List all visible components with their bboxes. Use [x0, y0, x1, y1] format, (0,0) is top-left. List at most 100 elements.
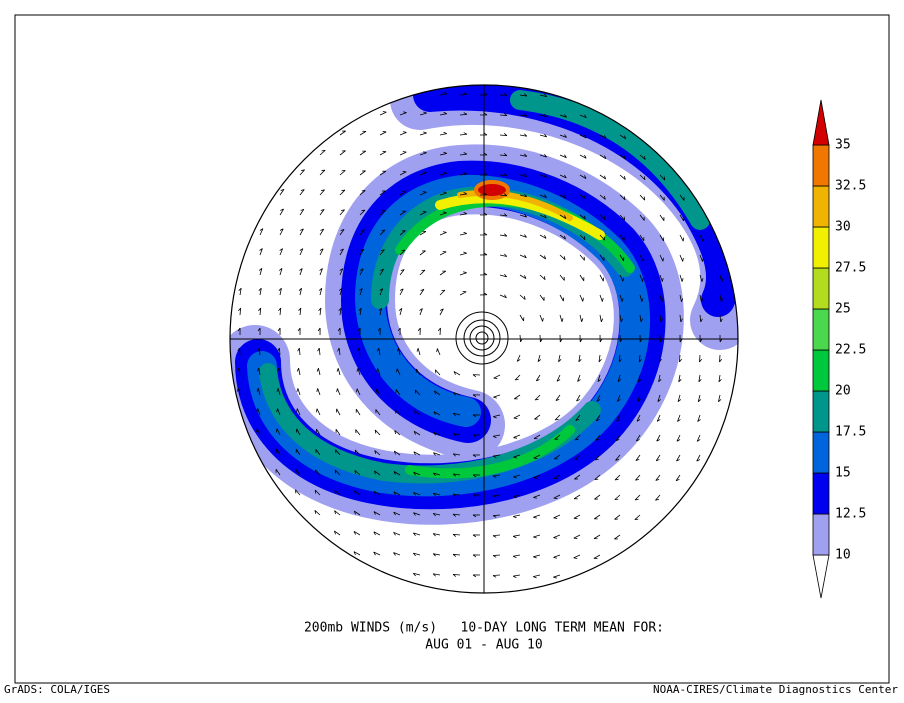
wind-vector: [373, 511, 381, 516]
wind-vector: [493, 394, 501, 399]
wind-vector: [638, 354, 642, 363]
wind-vector: [453, 371, 461, 376]
wind-vector: [459, 231, 467, 236]
wind-vector: [432, 553, 441, 557]
wind-vector: [353, 551, 361, 556]
wind-vector: [614, 534, 621, 540]
wind-vector: [598, 354, 602, 363]
wind-vector: [336, 388, 341, 396]
wind-vector: [519, 153, 528, 157]
wind-vector: [614, 494, 621, 501]
wind-vector: [659, 214, 665, 221]
colorbar-label: 25: [835, 302, 851, 317]
wind-vector: [257, 327, 261, 336]
wind-vector: [676, 434, 681, 442]
wind-vector: [296, 367, 301, 376]
wind-vector: [579, 254, 585, 261]
wind-vector: [279, 268, 283, 276]
wind-vector: [359, 268, 364, 276]
wind-vector: [359, 229, 365, 236]
wind-vector: [559, 214, 567, 220]
wind-vector: [579, 194, 587, 200]
wind-vector: [296, 388, 301, 396]
wind-vector: [499, 253, 508, 257]
wind-vector: [472, 374, 481, 378]
wind-vector: [559, 294, 565, 302]
wind-map: [230, 85, 738, 593]
wind-vector: [472, 554, 481, 558]
wind-vector: [554, 414, 561, 421]
wind-vector: [699, 354, 702, 363]
wind-vectors: [236, 91, 724, 579]
wind-vector: [555, 394, 561, 402]
wind-vector: [413, 430, 421, 436]
wind-vector: [492, 514, 501, 518]
wind-vector: [359, 190, 366, 196]
wind-vector: [579, 114, 587, 119]
wind-vector: [579, 134, 587, 139]
wind-vector: [439, 151, 447, 156]
wind-vector: [519, 133, 528, 137]
wind-vector: [492, 534, 501, 538]
wind-vector: [256, 388, 261, 396]
wind-vector: [399, 249, 406, 256]
wind-vector: [419, 288, 425, 296]
wind-vector: [278, 287, 282, 296]
wind-vector: [639, 294, 644, 302]
wind-vector: [514, 374, 521, 381]
wind-vector: [452, 493, 461, 497]
wind-vector: [559, 314, 564, 322]
colorbar-label: 35: [835, 138, 851, 153]
wind-vector: [399, 131, 407, 136]
wind-vector: [399, 288, 404, 296]
wind-vector: [374, 450, 381, 456]
wind-vector: [295, 428, 301, 436]
wind-vector: [655, 494, 661, 501]
wind-vector: [618, 354, 622, 363]
wind-vector: [619, 254, 625, 262]
wind-vector: [419, 191, 427, 196]
wind-vector: [559, 174, 567, 179]
wind-vector: [576, 394, 581, 402]
wind-vector: [619, 154, 626, 160]
colorbar-band: [812, 144, 830, 187]
wind-vector: [513, 494, 521, 499]
wind-vector: [452, 573, 461, 577]
wind-vector: [433, 431, 441, 436]
wind-vector: [615, 454, 621, 461]
wind-vector: [277, 347, 281, 356]
wind-vector: [499, 173, 508, 177]
wind-vector: [472, 474, 481, 478]
wind-vector: [599, 154, 607, 160]
wind-vector: [594, 494, 601, 500]
wind-vector: [472, 434, 481, 438]
wind-vector: [539, 254, 547, 260]
wind-vector: [339, 150, 346, 156]
wind-vector: [579, 274, 585, 282]
wind-vector: [394, 409, 401, 416]
wind-vector: [553, 514, 561, 519]
wind-vector: [619, 174, 626, 180]
wind-vector: [238, 307, 242, 316]
wind-vector: [452, 433, 461, 437]
wind-vector: [333, 530, 341, 536]
colorbar-label: 15: [835, 466, 851, 481]
wind-vector: [553, 474, 561, 480]
wind-vector: [419, 230, 427, 236]
wind-vector: [679, 354, 682, 363]
wind-vector: [719, 354, 723, 363]
wind-vector: [316, 408, 321, 416]
wind-vector: [639, 214, 645, 221]
wind-vector: [499, 233, 508, 237]
wind-vector: [339, 228, 345, 236]
wind-vector: [573, 494, 581, 500]
wind-vector: [314, 489, 321, 496]
subtitle: AUG 01 - AUG 10: [425, 638, 542, 653]
wind-vector: [639, 174, 646, 181]
wind-vector: [595, 414, 601, 422]
wind-vector: [359, 288, 363, 296]
wind-vector: [258, 267, 263, 276]
wind-vector: [439, 191, 447, 196]
wind-vector: [439, 231, 447, 236]
wind-vector: [354, 449, 361, 456]
